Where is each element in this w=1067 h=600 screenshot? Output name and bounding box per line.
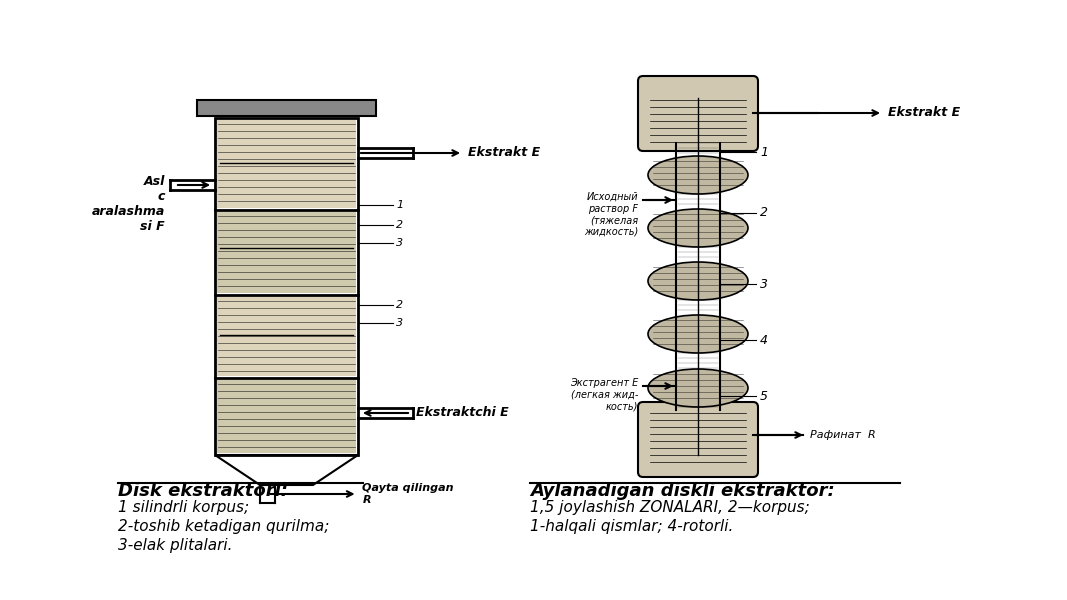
Text: 3-elak plitalari.: 3-elak plitalari. — [118, 538, 233, 553]
Text: 2: 2 — [760, 206, 768, 220]
Text: 3: 3 — [760, 277, 768, 290]
Text: 5: 5 — [760, 389, 768, 403]
Polygon shape — [217, 297, 356, 376]
Text: 1,5 joylashish ZONALARI, 2—korpus;: 1,5 joylashish ZONALARI, 2—korpus; — [530, 500, 810, 515]
Ellipse shape — [648, 369, 748, 407]
Text: 1-halqali qismlar; 4-rotorli.: 1-halqali qismlar; 4-rotorli. — [530, 519, 733, 534]
Polygon shape — [217, 380, 356, 453]
Text: 1 silindrli korpus;: 1 silindrli korpus; — [118, 500, 249, 515]
Ellipse shape — [648, 156, 748, 194]
Text: Ekstrakt E: Ekstrakt E — [468, 146, 540, 160]
Polygon shape — [217, 212, 356, 293]
Text: Рафинат  R: Рафинат R — [810, 430, 876, 440]
Text: Ekstrakt E: Ekstrakt E — [888, 107, 960, 119]
Text: 3: 3 — [396, 238, 403, 248]
Text: 1: 1 — [760, 145, 768, 158]
FancyBboxPatch shape — [638, 76, 758, 151]
Ellipse shape — [648, 315, 748, 353]
Ellipse shape — [648, 262, 748, 300]
Text: 3: 3 — [396, 318, 403, 328]
Text: 2: 2 — [396, 220, 403, 230]
Text: 4: 4 — [760, 334, 768, 346]
Text: Экстрагент Е
(легкая жид-
кость): Экстрагент Е (легкая жид- кость) — [570, 378, 638, 411]
Text: Qayta qilingan
R: Qayta qilingan R — [363, 483, 453, 505]
Polygon shape — [197, 100, 376, 116]
Text: Ekstraktchi E: Ekstraktchi E — [416, 407, 509, 419]
Text: Aylanadigan diskli ekstraktor:: Aylanadigan diskli ekstraktor: — [530, 482, 834, 500]
Text: 2: 2 — [396, 300, 403, 310]
Text: Исходный
раствор F
(тяжелая
жидкость): Исходный раствор F (тяжелая жидкость) — [584, 192, 638, 237]
Text: Disk ekstraktori:: Disk ekstraktori: — [118, 482, 288, 500]
Text: 2-toshib ketadigan qurilma;: 2-toshib ketadigan qurilma; — [118, 519, 330, 534]
FancyBboxPatch shape — [638, 402, 758, 477]
Text: 1: 1 — [396, 200, 403, 210]
Ellipse shape — [648, 209, 748, 247]
Polygon shape — [217, 120, 356, 208]
Text: Asl
c
aralashma
si F: Asl c aralashma si F — [92, 175, 165, 233]
